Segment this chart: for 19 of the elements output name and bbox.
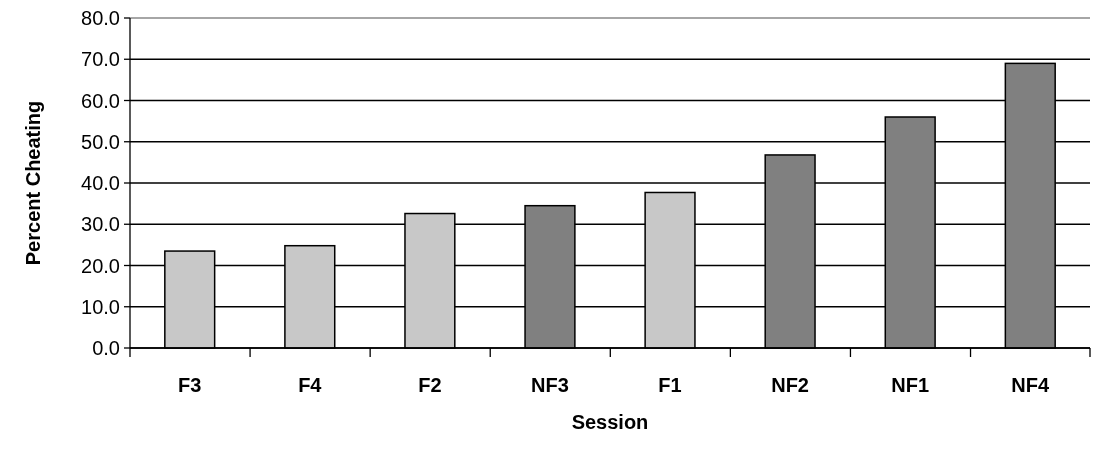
y-tick-label: 20.0: [81, 254, 120, 277]
y-tick-label: 60.0: [81, 89, 120, 112]
y-axis-title: Percent Cheating: [22, 100, 44, 266]
x-tick-label: F4: [298, 374, 323, 396]
x-axis-title: Session: [571, 411, 649, 433]
y-tick-label: 70.0: [81, 48, 120, 71]
x-tick-label: F2: [418, 374, 442, 396]
x-tick-label: F3: [178, 374, 202, 396]
y-tick-label: 40.0: [81, 172, 120, 194]
y-tick-label: 50.0: [81, 130, 120, 153]
x-tick-label: NF4: [1011, 374, 1051, 396]
x-tick-label: NF2: [771, 374, 810, 396]
x-tick-label: NF3: [531, 374, 569, 396]
x-tick-label: NF1: [891, 374, 930, 396]
y-tick-label: 30.0: [81, 213, 120, 236]
y-tick-label: 0.0: [92, 337, 120, 359]
y-tick-label: 10.0: [81, 295, 120, 318]
x-tick-label: F1: [658, 374, 682, 396]
y-tick-label: 80.0: [81, 7, 120, 29]
